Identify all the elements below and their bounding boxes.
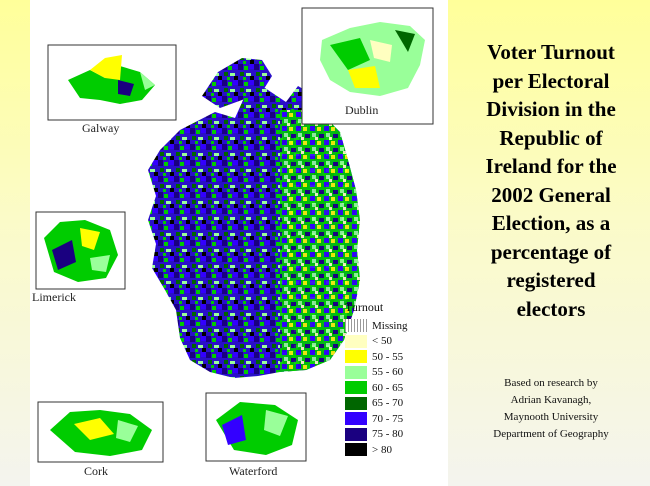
turnout-map: [35, 7, 434, 463]
map-panel: Galway Dublin Limerick Cork Waterford Tu…: [30, 0, 448, 486]
legend-swatch: [345, 381, 367, 395]
legend-item: 50 - 55: [345, 349, 445, 365]
waterford-inset-map: [216, 402, 298, 455]
legend-label: 50 - 55: [372, 350, 404, 363]
title-panel: Voter Turnout per Electoral Division in …: [452, 0, 650, 486]
legend-item: 65 - 70: [345, 396, 445, 412]
legend-label: 65 - 70: [372, 397, 404, 410]
legend-label: 55 - 60: [372, 366, 404, 379]
legend-swatch: [345, 334, 367, 348]
legend-swatch: [345, 365, 367, 379]
waterford-label: Waterford: [229, 464, 278, 478]
legend-swatch: [345, 427, 367, 441]
legend-item: > 80: [345, 442, 445, 458]
galway-inset-map: [68, 55, 155, 104]
limerick-inset-map: [44, 220, 118, 282]
legend-label: < 50: [372, 335, 392, 348]
legend-item: 55 - 60: [345, 365, 445, 381]
cork-label: Cork: [84, 464, 108, 478]
dublin-label: Dublin: [345, 103, 379, 117]
legend-swatch: [345, 350, 367, 364]
ireland-mainland: [148, 86, 360, 378]
legend-item: < 50: [345, 334, 445, 350]
limerick-label: Limerick: [32, 290, 76, 304]
legend-label: 60 - 65: [372, 381, 404, 394]
legend-swatch: [345, 396, 367, 410]
legend-swatch: [345, 319, 367, 333]
legend-item: 60 - 65: [345, 380, 445, 396]
legend-swatch: [345, 412, 367, 426]
northwest-region: [202, 58, 272, 108]
legend-item: Missing: [345, 318, 445, 334]
page-title: Voter Turnout per Electoral Division in …: [485, 40, 617, 321]
legend-swatch: [345, 443, 367, 457]
credit-text: Based on research by Adrian Kavanagh, Ma…: [493, 377, 609, 440]
legend-item: 75 - 80: [345, 427, 445, 443]
legend-label: > 80: [372, 443, 392, 456]
legend-item: 70 - 75: [345, 411, 445, 427]
legend: Turnout Missing < 50 50 - 55 55 - 60 60 - 65…: [345, 300, 445, 458]
cork-inset-map: [50, 410, 152, 456]
legend-label: 70 - 75: [372, 412, 404, 425]
legend-label: Missing: [372, 319, 408, 332]
galway-label: Galway: [82, 121, 120, 135]
legend-title: Turnout: [345, 300, 384, 314]
legend-label: 75 - 80: [372, 428, 404, 441]
dublin-inset-map: [320, 22, 425, 96]
